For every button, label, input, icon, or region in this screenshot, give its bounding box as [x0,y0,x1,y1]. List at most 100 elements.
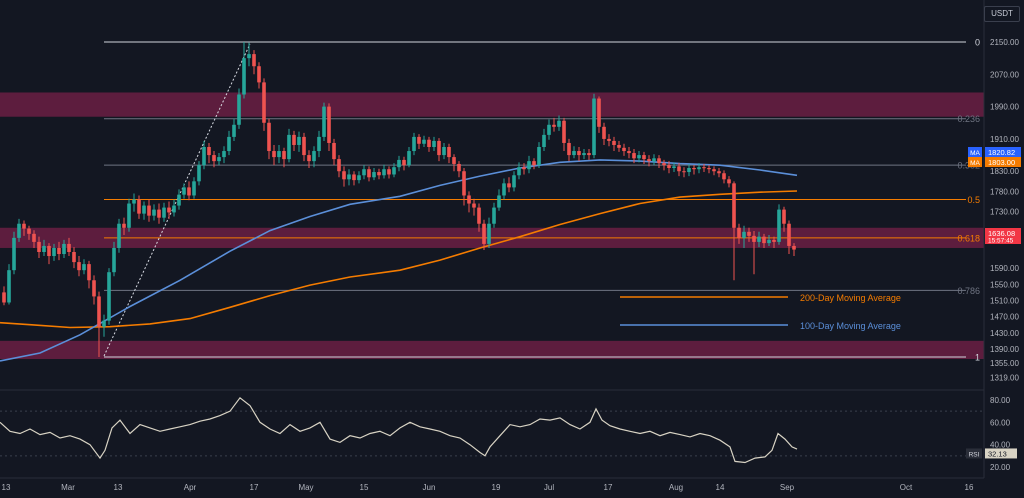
candle-151 [757,231,761,248]
price-tag-subvalue: 15:57:45 [988,238,1014,245]
candle-38 [192,177,196,199]
candle-11 [57,241,61,261]
price-tag-ma-label: MA [970,150,980,157]
candle-body [162,207,166,218]
candle-155 [777,204,781,245]
candle-body [592,98,596,156]
candle-body [182,187,186,195]
candle-139 [697,163,701,174]
candle-42 [212,151,216,168]
candle-149 [747,227,751,242]
candle-body [667,165,671,168]
candle-85 [427,136,431,152]
time-tick-label-8: 19 [492,483,501,492]
candle-body [767,239,771,244]
candle-91 [457,161,461,178]
candle-3 [17,218,21,242]
candle-56 [282,147,286,168]
candle-body [297,136,301,145]
candle-body [452,157,456,164]
candle-60 [302,132,306,162]
candle-body [692,168,696,170]
time-tick-label-11: Aug [669,483,683,492]
candle-64 [322,102,326,141]
candle-130 [652,154,656,166]
currency-badge[interactable]: USDT [984,6,1020,22]
candle-2 [12,231,16,275]
price-tick-label-6: 1730.00 [990,208,1019,217]
candle-body [187,187,191,196]
candle-39 [197,161,201,186]
candle-115 [577,147,581,162]
candle-body [727,179,731,184]
candle-70 [352,171,356,186]
candle-150 [752,231,756,275]
candle-5 [27,225,31,240]
candle-48 [242,42,246,99]
candle-body [627,151,631,154]
candle-body [197,165,201,182]
resistance-zone-2 [0,340,984,360]
candle-body [317,136,321,152]
candle-body [122,223,126,228]
candle-95 [477,203,481,232]
candle-78 [392,163,396,178]
candle-33 [167,201,171,219]
candle-113 [567,138,571,162]
candle-30 [152,204,156,221]
candle-137 [687,163,691,177]
rsi-tag-name: RSI [969,451,980,458]
candle-19 [97,291,101,357]
price-tick-label-11: 1470.00 [990,313,1019,322]
candle-body [632,153,636,159]
candle-157 [787,220,791,255]
candle-body [47,245,51,257]
candle-131 [657,155,661,168]
candle-body [347,174,351,180]
price-tick-label-14: 1355.00 [990,359,1019,368]
candle-148 [742,225,746,248]
candle-140 [702,163,706,173]
candle-body [37,241,41,252]
legend-label-200: 200-Day Moving Average [800,293,901,303]
candle-body [577,151,581,156]
fib-level-label-1: 0.236 [957,114,980,124]
candle-body [532,161,536,166]
candle-body [677,166,681,172]
candle-body [102,320,106,327]
candle-body [562,120,566,143]
candle-129 [647,155,651,167]
rsi-line [0,396,798,464]
time-tick-label-3: Apr [184,483,197,492]
candle-body [207,147,211,156]
candle-8 [42,239,46,257]
candle-body [437,140,441,156]
candle-127 [637,151,641,163]
candle-body [307,155,311,162]
candle-body [572,151,576,156]
candle-body [277,151,281,158]
candle-body [772,239,776,242]
price-tick-label-4: 1830.00 [990,167,1019,176]
candle-body [587,153,591,156]
candle-98 [492,202,496,228]
candle-body [42,245,46,252]
candle-62 [312,146,316,168]
price-tick-label-13: 1390.00 [990,345,1019,354]
candle-body [482,223,486,244]
candle-29 [147,199,151,222]
candle-body [387,169,391,175]
candle-154 [772,236,776,248]
candle-body [777,209,781,242]
candle-body [547,124,551,135]
candle-body [107,272,111,321]
candle-109 [547,119,551,140]
candle-body [467,195,471,204]
legend-label-100: 100-Day Moving Average [800,321,901,331]
candle-body [327,106,331,143]
candle-6 [32,230,36,248]
time-tick-label-2: 13 [114,483,123,492]
candle-94 [472,198,476,216]
candle-134 [672,162,676,173]
